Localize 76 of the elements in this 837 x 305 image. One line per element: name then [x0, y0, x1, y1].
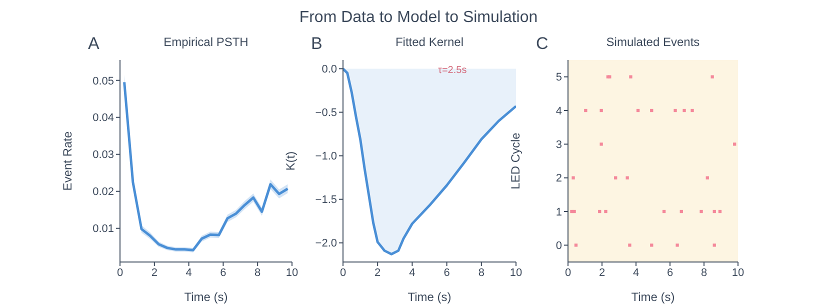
chart-title: Empirical PSTH [162, 35, 250, 49]
y-tick-label: 5 [556, 72, 562, 84]
point [600, 142, 603, 146]
y-tick-label: −0.5 [315, 107, 337, 120]
point [650, 244, 654, 247]
point [598, 210, 602, 214]
point [628, 244, 632, 247]
x-tick-label: 8 [700, 266, 708, 279]
annotation: τ=2.5s [438, 65, 467, 76]
y-tick-label: 1 [556, 206, 562, 218]
point [733, 142, 736, 146]
point [712, 210, 716, 214]
x-tick-label: 0 [564, 266, 572, 279]
chart-title: Simulated Events [605, 35, 701, 49]
x-tick-label: 0 [116, 266, 124, 279]
point [626, 176, 629, 180]
y-tick-label: −1.5 [315, 194, 337, 206]
text: From Data to Model to Simulation [298, 9, 539, 27]
y-tick-label: 2 [556, 172, 562, 185]
y-tick-label: 4 [556, 105, 562, 118]
point [662, 210, 666, 214]
x-tick-label: 4 [409, 266, 416, 279]
x-tick-label: 4 [186, 266, 192, 279]
x-tick-label: 0 [340, 266, 346, 279]
x-tick-label: 10 [510, 266, 522, 279]
point [600, 108, 603, 112]
point [636, 108, 640, 112]
text: C [536, 34, 548, 54]
y-axis-title: LED Cycle [508, 132, 522, 190]
y-tick-label: 0.04 [92, 112, 114, 124]
y-axis-title: Event Rate [60, 130, 74, 191]
x-tick-label: 6 [666, 266, 674, 279]
x-tick-label: 10 [286, 266, 298, 279]
point [614, 176, 618, 180]
point [710, 75, 714, 78]
y-tick-label: 0 [556, 240, 562, 252]
point [718, 210, 722, 214]
point [604, 210, 608, 214]
x-axis-title: Time (s) [184, 290, 228, 304]
x-tick-label: 2 [151, 266, 158, 279]
x-axis-title: Time (s) [408, 290, 452, 304]
y-tick-label: 0.01 [92, 223, 114, 236]
x-tick-label: 6 [444, 266, 450, 279]
point [650, 108, 654, 112]
x-tick-label: 4 [632, 266, 640, 279]
chart-title: Fitted Kernel [394, 35, 465, 49]
x-tick-label: 8 [254, 266, 261, 279]
x-tick-label: 2 [374, 266, 381, 279]
point [690, 108, 694, 112]
x-tick-label: 10 [732, 266, 744, 279]
y-tick-label: 3 [556, 139, 562, 152]
point [682, 108, 686, 112]
point [629, 75, 632, 78]
x-axis-title: Time (s) [631, 290, 675, 304]
point [674, 108, 677, 112]
x-tick-label: 8 [478, 266, 484, 279]
point [680, 210, 683, 214]
y-tick-label: −1.0 [315, 150, 337, 163]
point [584, 108, 588, 112]
point [706, 176, 709, 180]
y-axis-title: K(t) [283, 151, 298, 171]
y-tick-label: 0.05 [92, 75, 114, 88]
point [572, 176, 575, 180]
point [676, 244, 679, 247]
x-tick-label: 2 [598, 266, 606, 279]
x-tick-label: 6 [220, 266, 226, 279]
y-tick-label: 0.02 [92, 186, 114, 198]
point [572, 210, 576, 214]
point [700, 210, 703, 214]
point [574, 244, 578, 247]
y-tick-label: 0.03 [92, 149, 114, 162]
text: A [88, 34, 100, 54]
y-tick-label: −2.0 [315, 238, 337, 250]
point [712, 244, 716, 247]
text: B [311, 34, 322, 54]
y-tick-label: 0.0 [322, 64, 337, 76]
